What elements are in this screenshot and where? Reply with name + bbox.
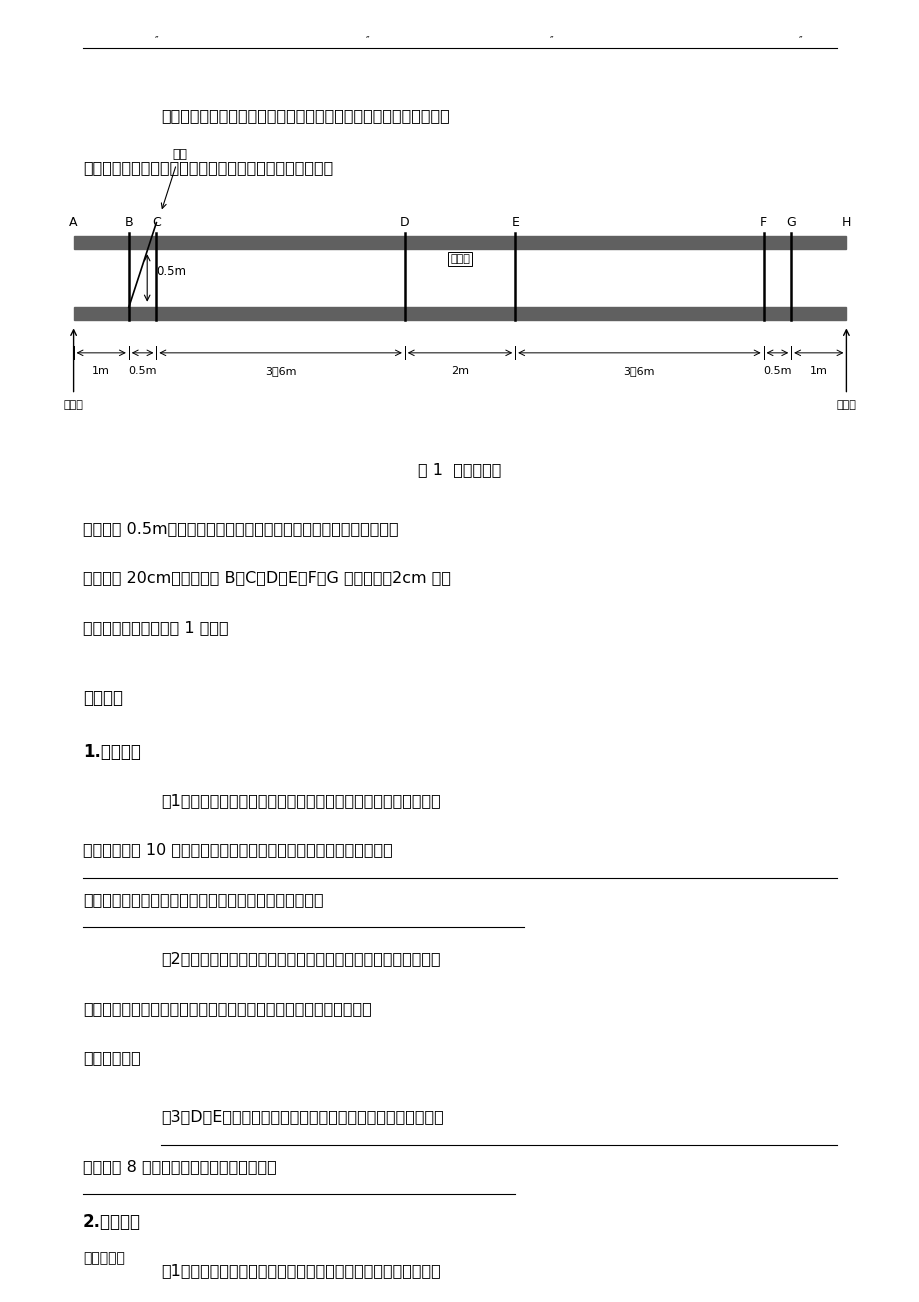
Bar bbox=[74, 236, 845, 249]
Text: （3）D～E间为限速区，车辆往返均要求以低速通过，通过时间: （3）D～E间为限速区，车辆往返均要求以低速通过，通过时间 bbox=[161, 1109, 443, 1125]
Text: 3～6m: 3～6m bbox=[623, 366, 654, 376]
Text: F: F bbox=[759, 216, 766, 229]
Text: 1m: 1m bbox=[809, 366, 827, 376]
Text: 1.基本要求: 1.基本要求 bbox=[83, 743, 141, 762]
Text: 0.5m: 0.5m bbox=[763, 366, 790, 376]
Text: C: C bbox=[152, 216, 161, 229]
Text: ″: ″ bbox=[366, 35, 369, 44]
Text: 终点线后停留 10 秒，然后自动返回起跑线（允许倒车返回）。往返一: 终点线后停留 10 秒，然后自动返回起跑线（允许倒车返回）。往返一 bbox=[83, 842, 392, 858]
Text: 1m: 1m bbox=[92, 366, 110, 376]
Text: ″: ″ bbox=[798, 35, 801, 44]
Text: 设计并制作一个能自动往返于起跑线与终点线间的小汽车。允许用玩: 设计并制作一个能自动往返于起跑线与终点线间的小汽车。允许用玩 bbox=[161, 108, 449, 124]
Text: 2.发挥部分: 2.发挥部分 bbox=[83, 1213, 141, 1232]
Text: D: D bbox=[400, 216, 409, 229]
Text: 不得少于 8 秒，但不允许在限速区内停车。: 不得少于 8 秒，但不允许在限速区内停车。 bbox=[83, 1159, 277, 1174]
Text: 图 1  跑道顶视图: 图 1 跑道顶视图 bbox=[418, 462, 501, 478]
Text: 0.5m: 0.5m bbox=[156, 266, 187, 277]
Text: 起跑线: 起跑线 bbox=[63, 400, 84, 410]
Text: 跑道宽度 0.5m，表面贴有白纸，两侧有挡板，挡板与地面垂直，其高: 跑道宽度 0.5m，表面贴有白纸，两侧有挡板，挡板与地面垂直，其高 bbox=[83, 521, 398, 536]
Text: ″: ″ bbox=[550, 35, 553, 44]
Text: E: E bbox=[511, 216, 518, 229]
Text: 0.5m: 0.5m bbox=[129, 366, 156, 376]
Text: （1）车辆从起跑线出发（出发前，车体不得超出起跑线），到达: （1）车辆从起跑线出发（出发前，车体不得超出起跑线），到达 bbox=[161, 793, 440, 809]
Text: 次的时间应力求最短（从合上汽车电源开关开始计时）。: 次的时间应力求最短（从合上汽车电源开关开始计时）。 bbox=[83, 892, 323, 907]
Text: 学习好帮手: 学习好帮手 bbox=[83, 1251, 125, 1266]
Text: 度不低于 20cm。在跑道的 B、C、D、E、F、G 各点处画有2cm 宽的: 度不低于 20cm。在跑道的 B、C、D、E、F、G 各点处画有2cm 宽的 bbox=[83, 570, 450, 586]
Text: 的测量值）。: 的测量值）。 bbox=[83, 1051, 141, 1065]
Text: A: A bbox=[69, 216, 78, 229]
Text: 差应最小（以车辆中心点与终点线或起跑线中心线之间距离作为偏差: 差应最小（以车辆中心点与终点线或起跑线中心线之间距离作为偏差 bbox=[83, 1001, 371, 1016]
Text: 具汽车改装，但不能用人工遥控（包括有线和无线遥控）。: 具汽车改装，但不能用人工遥控（包括有线和无线遥控）。 bbox=[83, 160, 333, 176]
Text: （2）到达终点线和返回起跑线时，停车位置离起跑线和终点线偏: （2）到达终点线和返回起跑线时，停车位置离起跑线和终点线偏 bbox=[161, 952, 440, 966]
Bar bbox=[74, 307, 845, 320]
Text: B: B bbox=[124, 216, 133, 229]
Text: 终点线: 终点线 bbox=[835, 400, 856, 410]
Text: （1）自动记录、显示一次往返时间（记录显示装置要求安装在车: （1）自动记录、显示一次往返时间（记录显示装置要求安装在车 bbox=[161, 1263, 440, 1279]
Text: ″: ″ bbox=[154, 35, 158, 44]
Text: 2m: 2m bbox=[450, 366, 469, 376]
Text: 挡板: 挡板 bbox=[161, 148, 187, 208]
Text: H: H bbox=[841, 216, 850, 229]
Text: 黑线，各段的长度如图 1 所示。: 黑线，各段的长度如图 1 所示。 bbox=[83, 620, 228, 635]
Text: 限速区: 限速区 bbox=[449, 254, 470, 264]
Text: 3～6m: 3～6m bbox=[265, 366, 296, 376]
Text: 二、要求: 二、要求 bbox=[83, 689, 122, 707]
Text: G: G bbox=[786, 216, 795, 229]
